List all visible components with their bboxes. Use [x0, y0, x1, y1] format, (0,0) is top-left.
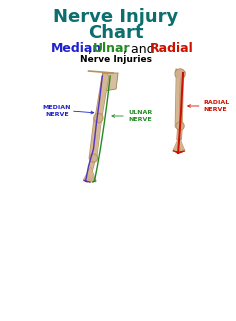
Circle shape — [95, 115, 102, 122]
Text: Nerve Injuries: Nerve Injuries — [80, 56, 152, 65]
Text: Radial: Radial — [150, 42, 194, 56]
Text: Chart: Chart — [88, 24, 144, 42]
Circle shape — [177, 123, 183, 129]
Circle shape — [176, 70, 184, 78]
Text: Ulnar: Ulnar — [93, 42, 131, 56]
Text: Nerve Injury: Nerve Injury — [54, 8, 179, 26]
Circle shape — [94, 114, 103, 123]
Circle shape — [176, 122, 184, 130]
Text: Median: Median — [51, 42, 102, 56]
Circle shape — [91, 155, 97, 161]
Circle shape — [175, 69, 185, 79]
Text: , and: , and — [122, 42, 158, 56]
Polygon shape — [102, 73, 118, 91]
Text: ,: , — [88, 42, 92, 56]
Text: MEDIAN
NERVE: MEDIAN NERVE — [43, 105, 71, 117]
Circle shape — [89, 154, 97, 162]
Text: RADIAL
NERVE: RADIAL NERVE — [204, 100, 230, 112]
Text: ULNAR
NERVE: ULNAR NERVE — [128, 110, 152, 122]
